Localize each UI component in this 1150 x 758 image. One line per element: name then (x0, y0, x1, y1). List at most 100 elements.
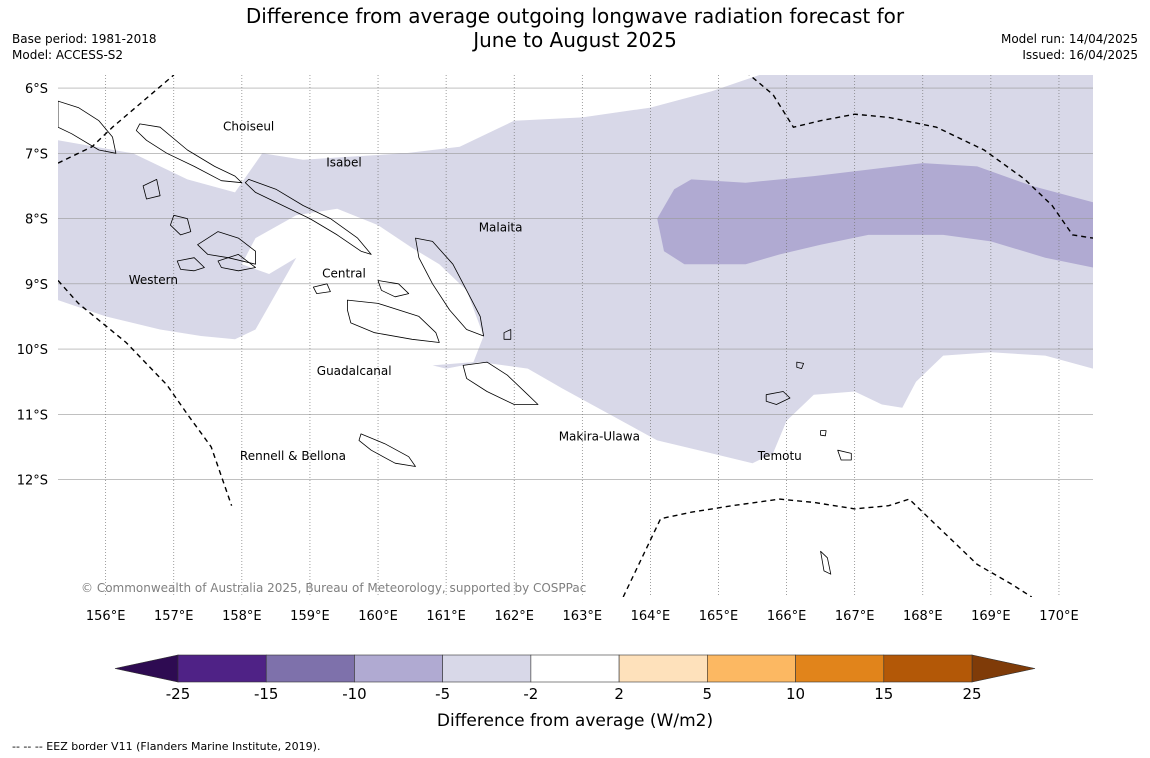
province-label: Makira-Ulawa (559, 429, 640, 443)
island-coastline (169, 214, 192, 236)
lon-tick-label: 170°E (1039, 609, 1079, 624)
lon-tick-label: 160°E (358, 609, 398, 624)
lon-tick-label: 162°E (494, 609, 534, 624)
colorbar-segment (177, 654, 267, 683)
colorbar-tick-labels: -25 -15 -10 -5 -2 2 5 10 15 25 (166, 685, 982, 703)
island-coastline (312, 283, 331, 295)
copyright-text: © Commonwealth of Australia 2025, Bureau… (81, 581, 586, 595)
colorbar-segment (795, 654, 885, 683)
lon-tick-label: 165°E (699, 609, 739, 624)
island-coastline (197, 231, 256, 265)
colorbar-tick-label: 5 (703, 685, 713, 703)
island-coastline (765, 391, 791, 405)
map-title: Difference from average outgoing longwav… (0, 4, 1150, 52)
anomaly-region-1 (58, 75, 1093, 464)
colorbar-tick-label: -25 (166, 685, 191, 703)
anomaly-regions (58, 75, 1093, 464)
province-label: Malaita (479, 221, 523, 235)
eez-borders (58, 75, 1093, 597)
lon-tick-label: 158°E (222, 609, 262, 624)
colorbar-extend-high (971, 654, 1036, 683)
lat-tick-label: 6°S (25, 82, 48, 97)
lon-tick-label: 161°E (426, 609, 466, 624)
province-label: Western (129, 273, 178, 287)
island-coastline (142, 178, 161, 200)
lat-tick-label: 8°S (25, 213, 48, 228)
model-run: Model run: 14/04/2025 (1000, 32, 1138, 46)
lat-tick-label: 12°S (17, 474, 48, 489)
colorbar-tick-label: -2 (523, 685, 538, 703)
coastlines (58, 100, 852, 575)
lat-tick-label: 10°S (17, 343, 48, 358)
colorbar-segment (354, 654, 443, 683)
colorbar-segment (707, 654, 796, 683)
lon-tick-label: 166°E (767, 609, 807, 624)
lon-tick-label: 156°E (86, 609, 126, 624)
eez-footnote: -- -- -- EEZ border V11 (Flanders Marine… (12, 740, 321, 753)
island-coastline (796, 361, 804, 370)
meta-right: Model run: 14/04/2025 Issued: 16/04/2025 (1001, 31, 1138, 63)
island-coastline (820, 430, 827, 437)
province-label: Choiseul (223, 119, 274, 133)
lon-tick-label: 159°E (290, 609, 330, 624)
anomaly-region-2 (657, 163, 1093, 268)
island-coastline (135, 123, 243, 184)
colorbar-segment (442, 654, 532, 683)
colorbar-segment (265, 654, 355, 683)
province-label: Rennell & Bellona (240, 449, 346, 463)
eez-border-line (58, 280, 233, 506)
island-coastline (244, 178, 372, 255)
island-coastline (58, 100, 117, 154)
meta-left: Base period: 1981-2018 Model: ACCESS-S2 (12, 31, 157, 63)
colorbar-tick-label: 10 (786, 685, 805, 703)
lon-tick-label: 169°E (971, 609, 1011, 624)
island-coastline (176, 257, 205, 272)
lon-tick-label: 157°E (154, 609, 194, 624)
province-labels: Choiseul Isabel Malaita Western Central Guada… (129, 119, 802, 463)
island-coastline (346, 299, 440, 343)
map-canvas: Choiseul Isabel Malaita Western Central Guada… (17, 75, 1093, 624)
eez-border-line (748, 75, 1093, 239)
island-coastline (462, 361, 539, 405)
colorbar-tick-label: -15 (254, 685, 279, 703)
island-coastline (217, 253, 256, 272)
colorbar-tick-label: -10 (342, 685, 367, 703)
province-label: Central (322, 266, 366, 280)
title-line-1: Difference from average outgoing longwav… (245, 4, 905, 28)
eez-border-line (622, 498, 1033, 597)
graticule (58, 75, 1093, 597)
model-name: Model: ACCESS-S2 (12, 48, 124, 62)
province-label: Guadalcanal (317, 364, 392, 378)
island-coastline (358, 433, 416, 467)
island-coastline (820, 550, 832, 575)
colorbar-segment (883, 654, 973, 683)
colorbar-tick-label: 2 (614, 685, 624, 703)
title-line-2: June to August 2025 (473, 28, 677, 52)
colorbar-tick-label: 25 (962, 685, 981, 703)
eez-border-line (58, 75, 175, 164)
lat-tick-label: 9°S (25, 278, 48, 293)
province-label: Temotu (757, 449, 802, 463)
island-coastline (503, 329, 512, 340)
lat-tick-label: 11°S (17, 408, 48, 423)
issued-date: Issued: 16/04/2025 (1022, 48, 1138, 62)
lon-tick-label: 163°E (563, 609, 603, 624)
colorbar-legend: -25 -15 -10 -5 -2 2 5 10 15 25 Difference from av… (114, 654, 1036, 731)
longitude-tick-labels: 156°E 157°E 158°E 159°E 160°E 161°E 162°E 163°E… (86, 609, 1079, 624)
island-coastline (377, 280, 410, 298)
lon-tick-label: 168°E (903, 609, 943, 624)
lon-tick-label: 164°E (631, 609, 671, 624)
lat-tick-label: 7°S (25, 147, 48, 162)
lon-tick-label: 167°E (835, 609, 875, 624)
colorbar-label: Difference from average (W/m2) (437, 711, 713, 731)
colorbar-segment (618, 654, 708, 683)
province-label: Isabel (326, 155, 361, 169)
colorbar-tick-label: 15 (874, 685, 893, 703)
colorbar-tick-label: -5 (435, 685, 450, 703)
colorbar-segment (530, 654, 620, 683)
latitude-tick-labels: 6°S 7°S 8°S 9°S 10°S 11°S 12°S (17, 82, 48, 489)
base-period: Base period: 1981-2018 (12, 32, 157, 46)
colorbar-extend-low (114, 654, 179, 683)
colorbar (114, 654, 1036, 683)
island-coastline (415, 237, 485, 337)
